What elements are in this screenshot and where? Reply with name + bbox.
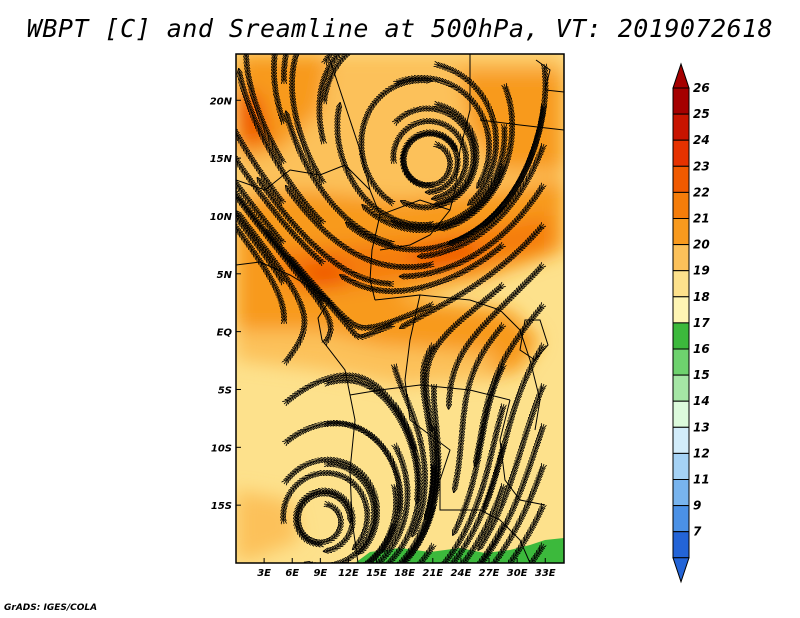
colorbar-swatch [672, 139, 690, 167]
streamline [416, 544, 434, 563]
colorbar: 26 25 24 23 22 21 20 19 18 17 16 15 14 13 12 11 9 7 [672, 62, 710, 584]
colorbar-label: 23 [693, 159, 710, 173]
colorbar-label: 20 [693, 238, 710, 252]
lat-tick-label: 20N [210, 96, 233, 107]
lat-tick-label: 10S [211, 443, 232, 454]
lat-tick-label: 5N [217, 270, 233, 281]
country-boundaries [236, 54, 564, 563]
colorbar-label: 26 [693, 81, 710, 95]
colorbar-swatch [672, 191, 690, 219]
colorbar-swatch [672, 322, 690, 350]
colorbar-swatch [672, 426, 690, 454]
lat-tick-label: 15S [211, 501, 232, 512]
colorbar-label: 7 [693, 525, 702, 539]
colorbar-swatch [672, 479, 690, 507]
streamline [508, 504, 544, 563]
colorbar-swatch [672, 270, 690, 298]
lat-tick-label: 15N [210, 154, 233, 165]
colorbar-swatch [672, 218, 690, 246]
streamline [363, 524, 394, 563]
colorbar-swatch [672, 244, 690, 272]
lon-tick-label: 24E [451, 568, 472, 579]
wbpt-shading [236, 54, 564, 563]
colorbar-swatch [672, 296, 690, 324]
colorbar-label: 25 [693, 107, 710, 121]
lon-tick-label: 18E [394, 568, 415, 579]
lon-tick-label: 3E [257, 568, 271, 579]
colorbar-label: 11 [693, 473, 710, 487]
lat-tick-label: 5S [218, 385, 232, 396]
lon-tick-label: 15E [366, 568, 387, 579]
colorbar-label: 14 [693, 394, 710, 408]
colorbar-label: 24 [693, 133, 710, 147]
streamline [401, 504, 435, 563]
colorbar-label: 16 [693, 342, 710, 356]
colorbar-swatch [672, 348, 690, 376]
lon-tick-label: 30E [507, 568, 528, 579]
colorbar-label: 21 [693, 212, 710, 226]
colorbar-swatch [672, 452, 690, 480]
colorbar-swatch [672, 400, 690, 428]
colorbar-label: 19 [693, 264, 710, 278]
lon-tick-label: 9E [313, 568, 327, 579]
colorbar-label: 17 [693, 316, 710, 330]
colorbar-label: 15 [693, 368, 710, 382]
lat-tick-label: 10N [210, 212, 233, 223]
colorbar-label: 9 [693, 499, 701, 513]
colorbar-min-arrow [672, 557, 690, 584]
lon-tick-label: 27E [479, 568, 500, 579]
lat-tick-label: EQ [217, 328, 233, 339]
colorbar-label: 22 [693, 185, 710, 199]
colorbar-swatch [672, 531, 690, 559]
streamline [236, 211, 304, 365]
colorbar-swatch [672, 165, 690, 193]
colorbar-swatch [672, 87, 690, 115]
lon-tick-label: 6E [285, 568, 299, 579]
colorbar-swatch [672, 113, 690, 141]
colorbar-label: 12 [693, 446, 710, 460]
colorbar-label: 18 [693, 290, 710, 304]
colorbar-swatch [672, 374, 690, 402]
colorbar-label: 13 [693, 420, 710, 434]
streamline [477, 524, 504, 563]
plot-frame [235, 53, 565, 564]
credit-text: GrADS: IGES/COLA [4, 603, 98, 613]
lon-tick-label: 12E [338, 568, 359, 579]
streamline [296, 491, 353, 552]
latitude-axis: 20N 15N 10N 5N EQ 5S 10S 15S [210, 96, 241, 512]
colorbar-swatch [672, 505, 690, 533]
map-title: WBPT [C] and Sreamline at 500hPa, VT: 20… [26, 14, 774, 43]
lon-tick-label: 21E [422, 568, 443, 579]
longitude-axis: 3E 6E 9E 12E 15E 18E 21E 24E 27E 30E 33E [257, 558, 556, 579]
streamlines [236, 54, 545, 563]
colorbar-max-arrow [672, 62, 690, 89]
lon-tick-label: 33E [535, 568, 556, 579]
